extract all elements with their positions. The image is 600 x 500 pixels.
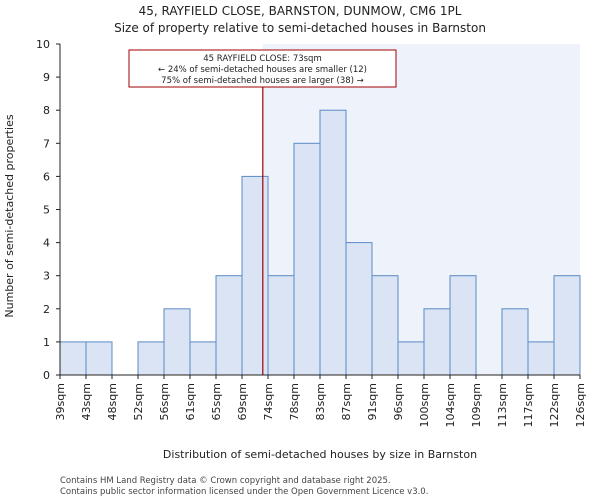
- x-tick-label: 109sqm: [470, 383, 483, 427]
- x-tick-label: 87sqm: [340, 383, 353, 420]
- bar: [371, 275, 399, 376]
- y-tick-label: 2: [43, 303, 50, 316]
- y-tick-label: 8: [43, 104, 50, 117]
- annotation-box: [128, 49, 397, 88]
- x-tick-label: 104sqm: [444, 383, 457, 427]
- bar: [59, 341, 87, 376]
- bar: [501, 308, 529, 376]
- x-tick-label: 74sqm: [262, 383, 275, 420]
- bar: [319, 109, 347, 376]
- y-tick-label: 1: [43, 336, 50, 349]
- y-tick-label: 4: [43, 237, 50, 250]
- annotation-line-2: ← 24% of semi-detached houses are smalle…: [158, 65, 367, 75]
- x-tick-label: 65sqm: [210, 383, 223, 420]
- y-tick-label: 0: [43, 369, 50, 382]
- x-tick-label: 126sqm: [574, 383, 587, 427]
- x-tick-label: 122sqm: [548, 383, 561, 427]
- bar: [85, 341, 113, 376]
- y-tick-label: 5: [43, 204, 50, 217]
- x-tick-label: 83sqm: [314, 383, 327, 420]
- x-tick-label: 52sqm: [132, 383, 145, 420]
- chart-title: 45, RAYFIELD CLOSE, BARNSTON, DUNMOW, CM…: [139, 4, 462, 18]
- x-tick-label: 91sqm: [366, 383, 379, 420]
- x-tick-label: 48sqm: [106, 383, 119, 420]
- bar: [241, 175, 269, 376]
- bar: [449, 275, 477, 376]
- x-axis-ticks: 39sqm 43sqm 48sqm 52sqm 56sqm 61sqm 65sqm 69sqm…: [54, 375, 587, 427]
- x-tick-label: 78sqm: [288, 383, 301, 420]
- footer-line-1: Contains HM Land Registry data © Crown c…: [60, 476, 391, 486]
- annotation-group: 45 RAYFIELD CLOSE: 73sqm ← 24% of semi-d…: [128, 49, 397, 88]
- bar: [215, 275, 243, 376]
- y-tick-label: 3: [43, 270, 50, 283]
- y-tick-label: 7: [43, 137, 50, 150]
- bar: [163, 308, 191, 376]
- bar: [189, 341, 217, 376]
- bar: [137, 341, 165, 376]
- y-tick-label: 6: [43, 170, 50, 183]
- x-tick-label: 61sqm: [184, 383, 197, 420]
- x-tick-label: 39sqm: [54, 383, 67, 420]
- y-axis-label: Number of semi-detached properties: [3, 114, 16, 317]
- bar: [423, 308, 451, 376]
- x-tick-label: 96sqm: [392, 383, 405, 420]
- x-tick-label: 100sqm: [418, 383, 431, 427]
- x-tick-label: 43sqm: [80, 383, 93, 420]
- bar: [527, 341, 555, 376]
- y-tick-label: 10: [36, 38, 50, 51]
- bar: [397, 341, 425, 376]
- chart-subtitle: Size of property relative to semi-detach…: [114, 21, 486, 35]
- x-tick-label: 56sqm: [158, 383, 171, 420]
- annotation-line-3: 75% of semi-detached houses are larger (…: [161, 76, 364, 86]
- footer-line-2: Contains public sector information licen…: [60, 487, 428, 497]
- y-tick-label: 9: [43, 71, 50, 84]
- bar: [267, 275, 295, 376]
- x-tick-label: 117sqm: [522, 383, 535, 427]
- y-axis-ticks: 0 1 2 3 4 5 6 7 8 9 10: [36, 38, 60, 382]
- bar: [345, 242, 373, 376]
- x-axis-label: Distribution of semi-detached houses by …: [163, 448, 477, 461]
- bar: [553, 275, 581, 376]
- x-tick-label: 113sqm: [496, 383, 509, 427]
- x-tick-label: 69sqm: [236, 383, 249, 420]
- annotation-line-1: 45 RAYFIELD CLOSE: 73sqm: [203, 54, 322, 64]
- bar: [293, 142, 321, 376]
